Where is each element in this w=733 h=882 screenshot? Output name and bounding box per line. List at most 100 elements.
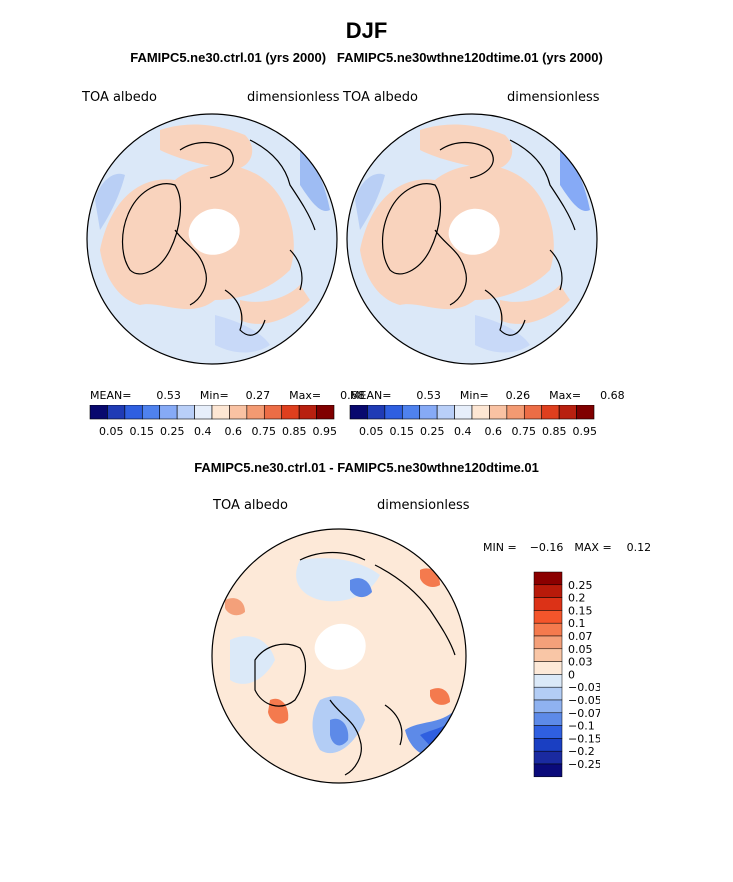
panel-1-variable-label: TOA albedo <box>82 90 158 105</box>
difference-colorbar-box <box>533 597 563 611</box>
difference-colorbar-tick: 0.07 <box>568 630 593 643</box>
panel-2-min-label: Min= <box>459 389 489 402</box>
panel-2-colorbar-box <box>558 405 577 420</box>
panel-2-colorbar-box <box>506 405 525 420</box>
difference-colorbar-box <box>533 699 563 714</box>
panel-1-max-label: Max= <box>289 389 322 402</box>
panel-1-min-value: 0.27 <box>245 389 271 402</box>
panel-1-colorbar-box <box>107 405 126 420</box>
difference-colorbar-box <box>533 686 563 701</box>
panel-2-colorbar-box <box>541 405 560 420</box>
panel-2-min-value: 0.26 <box>505 389 531 402</box>
difference-max-label: MAX = <box>574 541 612 554</box>
panel-2-colorbar-box <box>419 405 438 420</box>
panel-1-map <box>87 114 337 364</box>
panel-1-name: FAMIPC5.ne30.ctrl.01 (yrs 2000) <box>130 50 327 65</box>
panel-2-mean-value: 0.53 <box>416 389 441 402</box>
panel-2-name: FAMIPC5.ne30wthne120dtime.01 (yrs 2000) <box>336 50 603 65</box>
panel-2-colorbar-tick: 0.05 <box>359 425 384 438</box>
difference-colorbar-tick: 0.2 <box>568 592 586 605</box>
panel-1-colorbar-box <box>229 405 248 420</box>
panel-2-colorbar-box <box>454 405 473 420</box>
panel-1-units-label: dimensionless <box>247 90 340 105</box>
panels-subtitle: FAMIPC5.ne30.ctrl.01 (yrs 2000) FAMIPC5.… <box>0 50 733 65</box>
panel-2-colorbar-box <box>436 405 455 420</box>
panel-1-colorbar-tick: 0.85 <box>282 425 307 438</box>
panel-1-colorbar-box <box>246 405 265 420</box>
panel-1-colorbar-box <box>263 405 283 420</box>
difference-colorbar-box <box>533 622 563 637</box>
difference-colorbar-box <box>533 571 563 586</box>
difference-min-value: −0.16 <box>529 541 564 554</box>
difference-colorbar-box <box>533 763 563 778</box>
difference-colorbar-tick: 0.03 <box>568 656 593 669</box>
panel-2-colorbar-box <box>349 405 368 420</box>
panel-1-min-label: Min= <box>199 389 229 402</box>
difference-colorbar-tick: −0.15 <box>568 732 600 745</box>
difference-colorbar-box <box>533 635 563 650</box>
difference-colorbar-box <box>533 674 563 688</box>
difference-colorbar-box <box>533 750 563 765</box>
panel-2-mean-label: MEAN= <box>350 389 392 402</box>
panel-1-colorbar-box <box>281 405 300 420</box>
panel-2-units-label: dimensionless <box>507 90 600 105</box>
panel-1-colorbar-tick: 0.95 <box>313 425 338 438</box>
panel-2-stats: MEAN= 0.53 Min= 0.26 Max= 0.68 <box>350 389 625 402</box>
panel-2-colorbar-box <box>489 405 508 420</box>
panel-2-colorbar-tick: 0.95 <box>573 425 598 438</box>
panel-1-colorbar-tick: 0.15 <box>130 425 155 438</box>
difference-max-value: 0.12 <box>626 541 652 554</box>
panel-1-max-value: 0.68 <box>340 389 365 402</box>
difference-colorbar-tick: −0.1 <box>568 720 595 733</box>
panel-1-colorbar-tick: 0.6 <box>225 425 243 438</box>
panel-2-colorbar-box <box>471 405 490 420</box>
difference-colorbar-tick: 0.05 <box>568 643 593 656</box>
panel-1-colorbar-tick: 0.25 <box>160 425 185 438</box>
difference-colorbar-box <box>533 584 563 598</box>
difference-title: FAMIPC5.ne30.ctrl.01 - FAMIPC5.ne30wthne… <box>194 460 539 475</box>
panel-2-colorbar-tick: 0.4 <box>454 425 472 438</box>
panel-1-colorbar-box <box>194 405 213 420</box>
panel-2-colorbar-box <box>367 405 386 420</box>
panel-1-colorbar-box <box>176 405 195 420</box>
panel-1-colorbar-box <box>298 405 317 420</box>
panel-1-colorbar-tick: 0.4 <box>194 425 212 438</box>
difference-map <box>212 529 466 783</box>
panel-2-colorbar-box <box>523 405 543 420</box>
panel-1-colorbar-tick: 0.05 <box>99 425 124 438</box>
panel-2-max-label: Max= <box>549 389 582 402</box>
difference-colorbar-tick: −0.07 <box>568 707 600 720</box>
panel-2-max-value: 0.68 <box>600 389 625 402</box>
difference-colorbar-box <box>533 648 563 662</box>
panel-2-colorbar-box <box>401 405 421 420</box>
difference-map-border <box>211 528 467 784</box>
panel-2-map-border <box>346 113 598 365</box>
difference-min-label: MIN = <box>483 541 517 554</box>
panel-1-colorbar-tick: 0.75 <box>252 425 277 438</box>
difference-colorbar-tick: −0.2 <box>568 745 595 758</box>
difference-colorbar-tick: −0.05 <box>568 694 600 707</box>
difference-colorbar-tick: 0 <box>568 668 575 681</box>
difference-colorbar-tick: 0.25 <box>568 579 593 592</box>
difference-colorbar-box <box>533 712 563 726</box>
figure-title: DJF <box>345 18 388 43</box>
panel-1-colorbar-box <box>159 405 178 420</box>
difference-colorbar-tick: −0.03 <box>568 681 600 694</box>
difference-min-max: MIN = −0.16 MAX = 0.12 <box>483 541 651 554</box>
panel-1-colorbar-box <box>89 405 108 420</box>
panel-1-mean-value: 0.53 <box>156 389 181 402</box>
difference-units-label: dimensionless <box>377 498 470 513</box>
difference-colorbar: 0.250.20.150.10.070.050.030−0.03−0.05−0.… <box>533 571 600 778</box>
panel-2-colorbar: 0.05 0.15 0.25 0.4 0.6 0.75 0.85 0.95 <box>349 405 598 438</box>
panel-1-colorbar-box <box>316 405 335 420</box>
panel-1-mean-label: MEAN= <box>90 389 132 402</box>
difference-colorbar-box <box>533 610 563 624</box>
difference-colorbar-box <box>533 738 563 752</box>
difference-colorbar-tick: 0.1 <box>568 617 586 630</box>
panel-2-variable-label: TOA albedo <box>343 90 419 105</box>
panel-2-colorbar-tick: 0.6 <box>485 425 503 438</box>
difference-colorbar-tick: 0.15 <box>568 604 593 617</box>
panel-2-colorbar-tick: 0.25 <box>420 425 445 438</box>
panel-2-colorbar-tick: 0.85 <box>542 425 567 438</box>
panel-1-colorbar-box <box>211 405 230 420</box>
